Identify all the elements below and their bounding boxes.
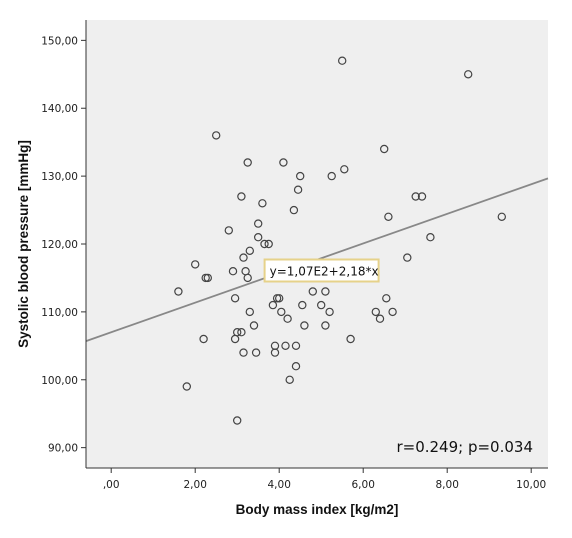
data-point xyxy=(237,192,246,201)
data-point xyxy=(411,192,420,201)
data-point xyxy=(317,300,326,310)
data-point xyxy=(289,205,299,215)
data-point xyxy=(384,212,393,221)
data-point xyxy=(254,232,263,242)
plot-area xyxy=(86,20,548,468)
correlation-stats: r=0.249; p=0.034 xyxy=(396,438,533,456)
data-point xyxy=(224,226,233,235)
y-tick-label: 130,00 xyxy=(41,171,78,183)
data-point xyxy=(371,307,380,317)
data-point xyxy=(340,165,349,174)
data-point xyxy=(291,362,301,371)
x-tick-label: 10,00 xyxy=(516,479,546,491)
y-tick-label: 150,00 xyxy=(41,35,78,47)
data-point xyxy=(228,267,238,276)
data-point xyxy=(325,307,334,317)
data-point xyxy=(321,321,330,330)
data-point xyxy=(251,348,261,357)
data-point xyxy=(260,239,269,249)
data-point xyxy=(237,328,246,337)
y-tick-label: 120,00 xyxy=(41,239,78,251)
data-point xyxy=(275,294,284,303)
data-point xyxy=(182,382,191,391)
fit-equation-box xyxy=(263,258,380,283)
data-point xyxy=(426,232,435,242)
axes: 90,00 100,00 110,00 120,00 130,00 140,00 150,0… xyxy=(41,20,548,491)
data-point xyxy=(281,341,290,350)
data-point xyxy=(249,321,259,330)
data-point xyxy=(293,185,303,194)
data-point xyxy=(321,287,330,296)
data-point xyxy=(203,273,212,283)
data-point xyxy=(279,158,288,167)
data-point xyxy=(380,144,389,154)
data-point xyxy=(300,321,309,330)
data-point xyxy=(211,131,221,140)
data-point xyxy=(285,375,294,384)
data-point xyxy=(375,314,385,323)
data-point xyxy=(382,294,391,303)
data-point xyxy=(346,334,355,344)
data-point xyxy=(291,341,301,350)
data-point xyxy=(239,253,248,262)
data-point xyxy=(296,171,305,181)
data-point xyxy=(270,348,280,357)
y-tick-label: 110,00 xyxy=(41,307,78,319)
data-point xyxy=(283,314,292,323)
x-tick-label: 8,00 xyxy=(436,479,459,491)
data-point xyxy=(258,199,267,208)
data-point xyxy=(417,192,427,201)
data-point xyxy=(338,56,347,65)
data-point xyxy=(245,307,254,317)
data-point xyxy=(243,273,252,283)
data-point xyxy=(497,212,506,221)
data-point xyxy=(277,307,286,317)
data-point xyxy=(190,260,200,269)
data-point xyxy=(199,334,208,344)
x-tick-label: ,00 xyxy=(103,479,120,491)
data-point xyxy=(174,287,183,296)
data-point xyxy=(308,287,317,296)
fit-equation-label: y=1,07E2+2,18*x xyxy=(263,258,380,283)
data-point xyxy=(264,239,273,249)
x-tick-label: 2,00 xyxy=(184,479,207,491)
data-point xyxy=(403,253,412,262)
x-axis-title: Body mass index [kg/m2] xyxy=(236,502,399,517)
data-point xyxy=(254,219,263,228)
data-point xyxy=(232,416,242,425)
y-axis-title: Systolic blood pressure [mmHg] xyxy=(16,140,31,348)
data-point xyxy=(230,334,240,344)
data-point xyxy=(243,158,252,167)
y-tick-label: 100,00 xyxy=(41,375,78,387)
data-point xyxy=(464,70,473,79)
data-point xyxy=(298,300,307,310)
fit-equation-text: y=1,07E2+2,18*x xyxy=(270,264,379,278)
x-tick-label: 4,00 xyxy=(268,479,291,491)
data-point xyxy=(230,294,240,303)
data-point xyxy=(245,246,254,255)
data-point xyxy=(388,307,397,317)
data-point xyxy=(327,171,336,181)
data-point xyxy=(239,348,248,357)
x-tick-label: 6,00 xyxy=(352,479,375,491)
y-tick-label: 90,00 xyxy=(48,443,78,455)
y-tick-label: 140,00 xyxy=(41,103,78,115)
data-point xyxy=(268,300,278,310)
